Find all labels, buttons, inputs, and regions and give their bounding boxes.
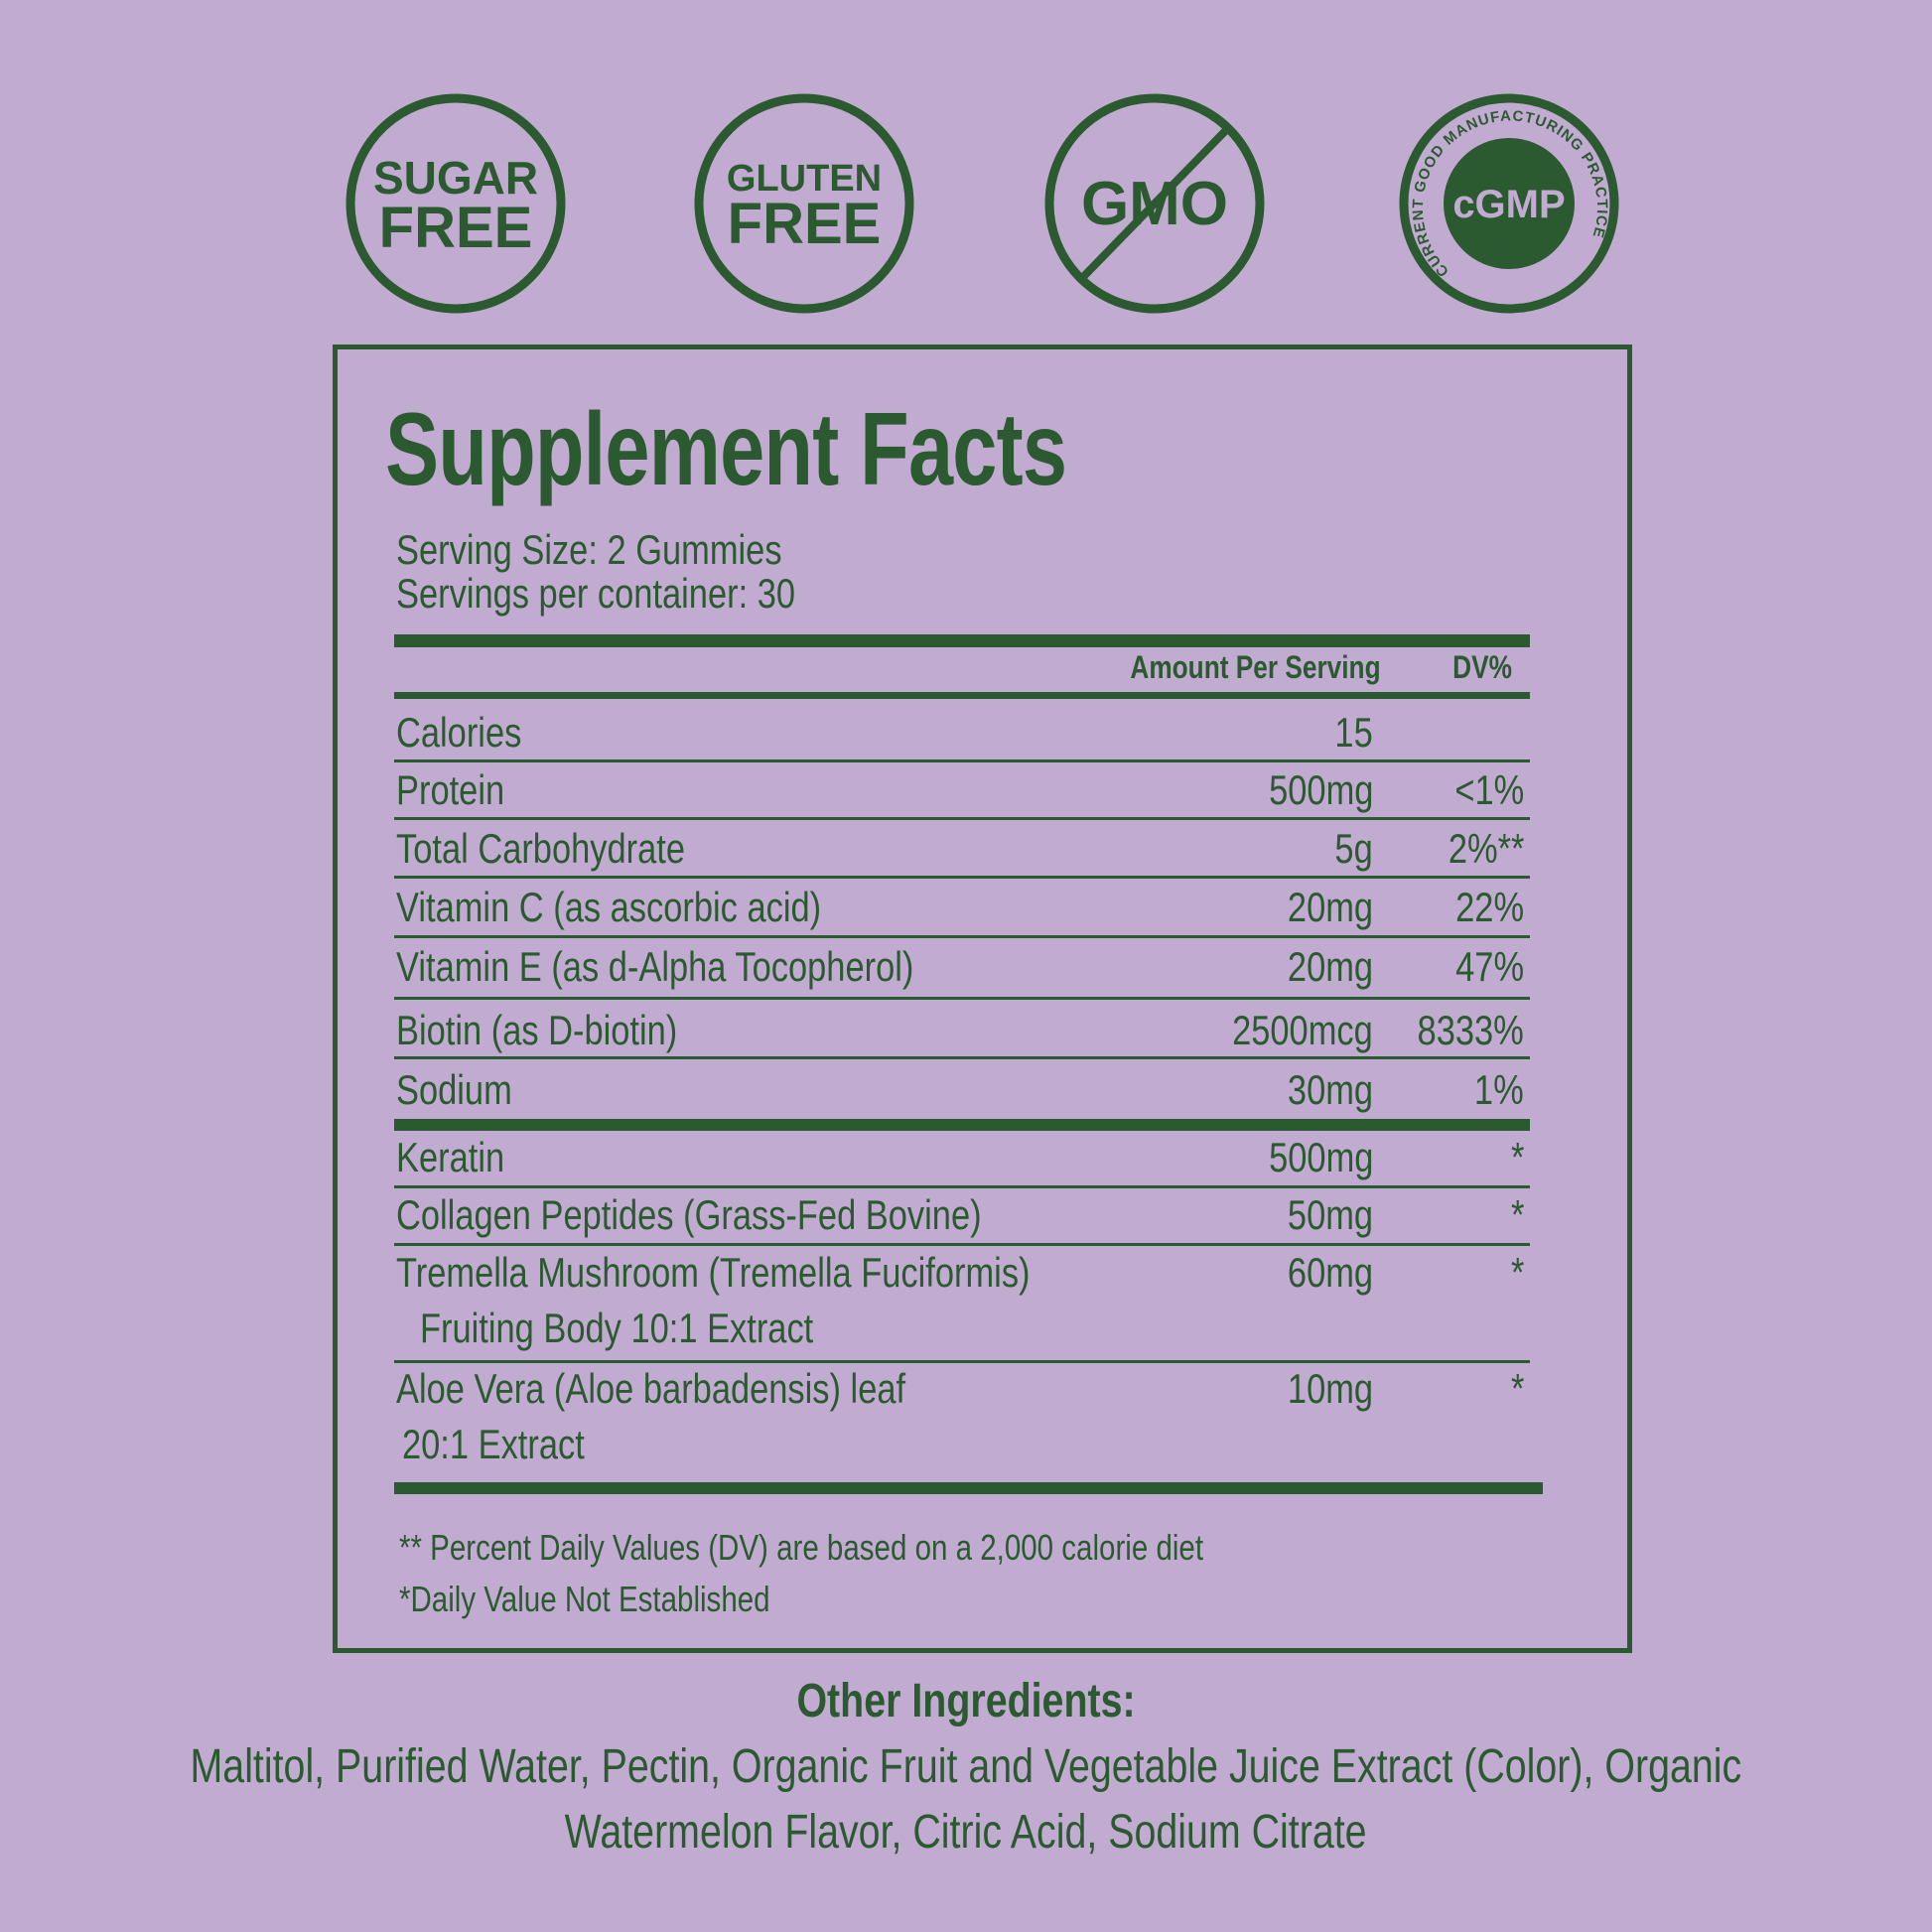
badge-text: FREE [379,196,533,260]
badge-text: SUGAR [373,152,538,204]
row-divider [394,876,1530,879]
nutrient-amount: 500mg [1268,1134,1373,1180]
nutrient-dv: * [1510,1191,1524,1238]
footnote-dv: ** Percent Daily Values (DV) are based o… [399,1527,1204,1568]
nutrient-amount: 30mg [1287,1066,1373,1113]
page-title: Supplement Facts [385,392,1067,507]
nutrient-amount: 2500mcg [1232,1007,1373,1053]
row-divider [394,1360,1530,1363]
nutrient-name: Vitamin C (as ascorbic acid) [396,884,822,930]
nutrient-dv: 1% [1474,1066,1524,1113]
row-divider [394,1056,1530,1059]
non-gmo-badge: GMO [1044,93,1265,314]
row-divider [394,1185,1530,1188]
row-divider [394,817,1530,820]
nutrient-amount: 60mg [1287,1249,1373,1296]
nutrient-name-continued: Fruiting Body 10:1 Extract [420,1305,814,1351]
divider [394,692,1530,699]
other-ingredients-line: Watermelon Flavor, Citric Acid, Sodium C… [565,1806,1367,1859]
nutrient-dv: * [1510,1249,1524,1296]
servings-per-container: Servings per container: 30 [396,570,796,617]
nutrient-name: Collagen Peptides (Grass-Fed Bovine) [396,1191,982,1238]
nutrient-amount: 50mg [1287,1191,1373,1238]
nutrient-dv: 8333% [1417,1007,1524,1053]
nutrient-dv: <1% [1454,766,1524,813]
divider [394,1119,1530,1131]
sugar-free-badge: SUGAR FREE [345,93,566,314]
divider [394,1482,1543,1494]
cgmp-badge: CURRENT GOOD MANUFACTURING PRACTICE cGMP [1399,93,1619,314]
nutrient-name: Protein [396,766,505,813]
nutrient-name: Aloe Vera (Aloe barbadensis) leaf [396,1365,906,1412]
nutrient-name: Biotin (as D-biotin) [396,1007,678,1053]
gluten-free-badge: GLUTEN FREE [694,93,914,314]
row-divider [394,935,1530,938]
supplement-facts-panel: Supplement Facts Serving Size: 2 Gummies… [333,345,1632,1653]
nutrient-dv: 22% [1455,884,1524,930]
other-ingredients-line: Maltitol, Purified Water, Pectin, Organi… [190,1740,1742,1793]
row-divider [394,759,1530,762]
nutrient-dv: * [1510,1365,1524,1412]
nutrient-name: Vitamin E (as d-Alpha Tocopherol) [396,943,914,990]
nutrient-name: Total Carbohydrate [396,825,685,872]
nutrient-amount: 500mg [1268,766,1373,813]
nutrient-amount: 15 [1334,709,1373,756]
badge-text: cGMP [1452,183,1565,226]
nutrient-dv: 47% [1455,943,1524,990]
nutrient-dv: * [1510,1134,1524,1180]
nutrient-amount: 5g [1334,825,1373,872]
footnote-not-established: *Daily Value Not Established [399,1579,770,1619]
nutrient-name-continued: 20:1 Extract [402,1421,585,1467]
row-divider [394,1243,1530,1246]
header-amount: Amount Per Serving [1130,649,1381,685]
row-divider [394,997,1530,1000]
nutrient-amount: 20mg [1287,943,1373,990]
divider [394,634,1530,647]
no-gmo-slash-icon [1078,125,1231,282]
header-dv: DV% [1452,649,1512,685]
nutrient-name: Tremella Mushroom (Tremella Fuciformis) [396,1249,1031,1296]
badge-text: GLUTEN [727,158,882,200]
nutrient-amount: 10mg [1287,1365,1373,1412]
nutrient-amount: 20mg [1287,884,1373,930]
badge-text: FREE [728,192,882,256]
nutrient-dv: 2%** [1448,825,1524,872]
serving-size: Serving Size: 2 Gummies [396,526,782,573]
nutrient-name: Keratin [396,1134,505,1180]
nutrient-name: Calories [396,709,522,756]
other-ingredients-heading: Other Ingredients: [796,1675,1136,1727]
nutrient-name: Sodium [396,1066,512,1113]
